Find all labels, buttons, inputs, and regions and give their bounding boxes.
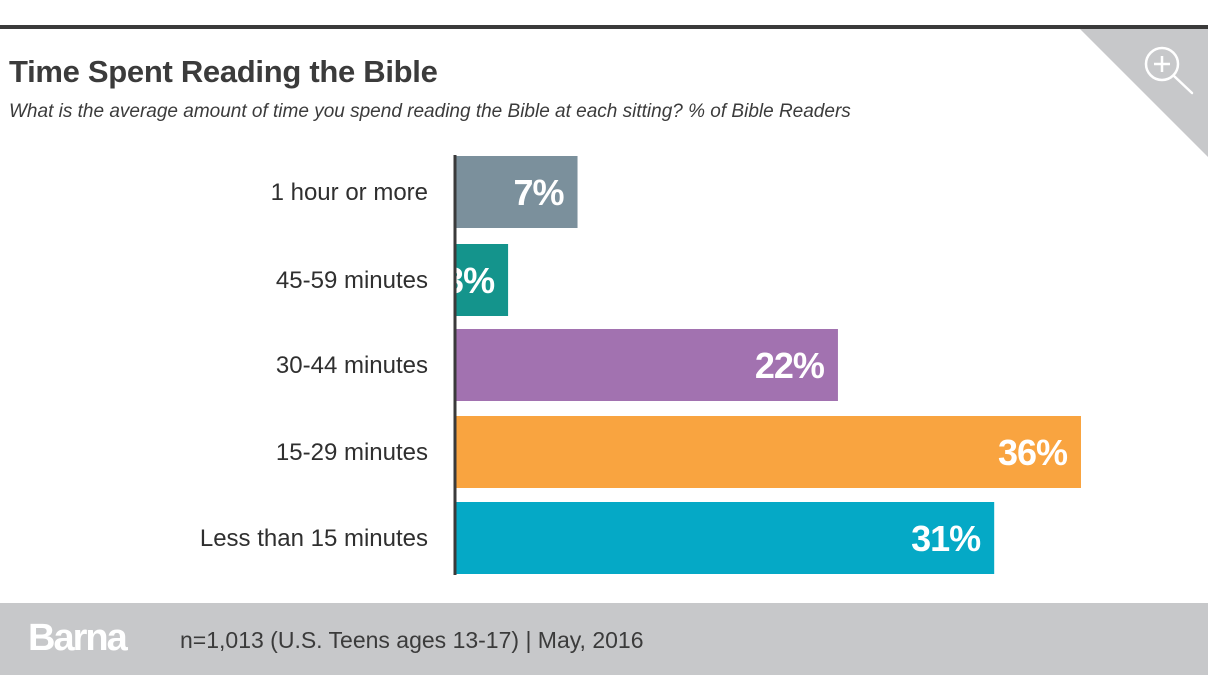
category-label-2: 45-59 minutes [276, 267, 428, 294]
chart-subtitle: What is the average amount of time you s… [9, 101, 851, 122]
top-rule [0, 25, 1208, 29]
chart-title: Time Spent Reading the Bible [9, 54, 438, 89]
bar-1 [456, 156, 578, 228]
value-label-1: 7% [513, 172, 564, 213]
bar-chart: 1 hour or more 7% 45-59 minutes 3% 30-44 min… [200, 155, 1081, 575]
bar-4 [456, 416, 1081, 488]
footer: Barna n=1,013 (U.S. Teens ages 13-17) | … [0, 603, 1208, 675]
value-label-3: 22% [755, 345, 825, 386]
category-label-3: 30-44 minutes [276, 352, 428, 379]
bar-3 [456, 329, 838, 401]
zoom-in-icon[interactable] [1140, 43, 1196, 99]
source-note: n=1,013 (U.S. Teens ages 13-17) | May, 2… [180, 627, 644, 653]
value-label-2: 3% [444, 260, 495, 301]
bar-5 [456, 502, 995, 574]
category-label-1: 1 hour or more [271, 179, 428, 206]
corner-fold [1080, 29, 1208, 157]
category-label-4: 15-29 minutes [276, 439, 428, 466]
value-label-4: 36% [998, 432, 1068, 473]
brand-logo: Barna [28, 617, 128, 659]
value-label-5: 31% [911, 518, 981, 559]
category-label-5: Less than 15 minutes [200, 525, 428, 552]
bar-2 [456, 244, 509, 316]
